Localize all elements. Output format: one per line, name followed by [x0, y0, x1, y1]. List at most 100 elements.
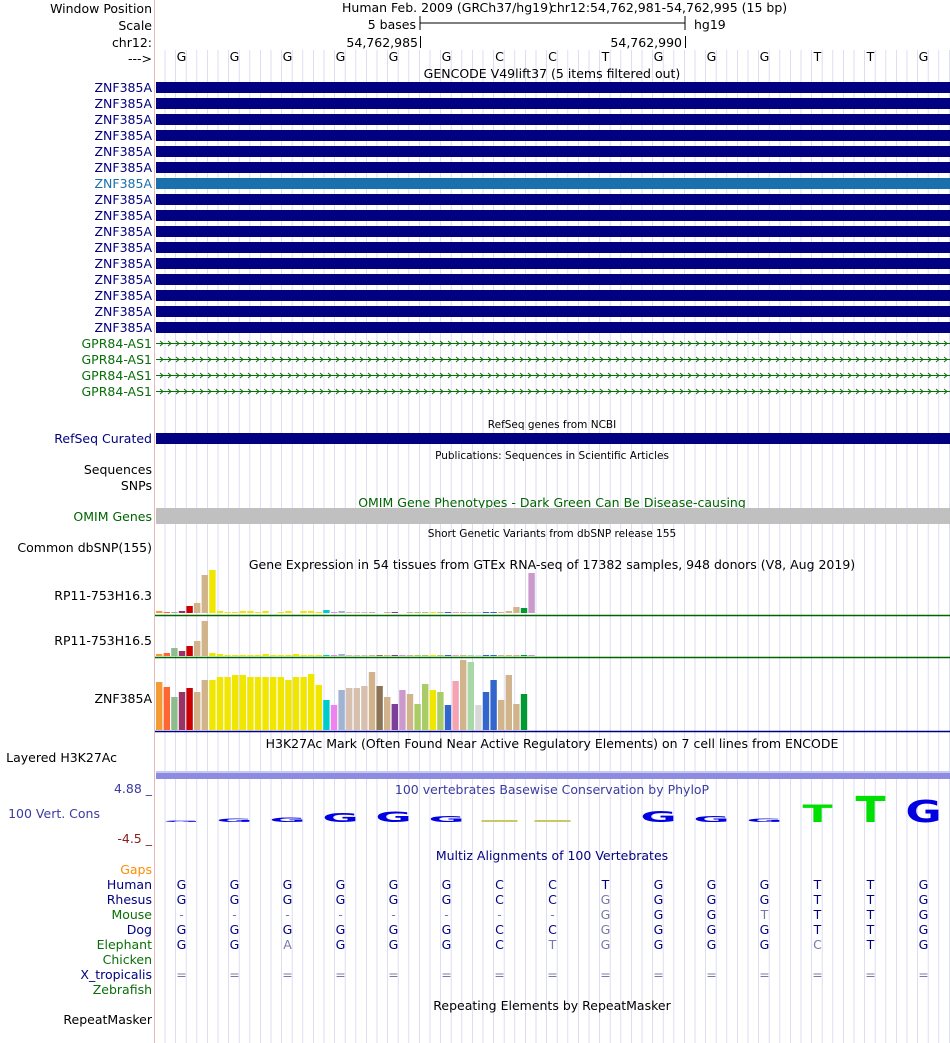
- gtex-bar[interactable]: [391, 612, 398, 613]
- gtex-bar[interactable]: [490, 655, 497, 656]
- gtex-bar[interactable]: [216, 677, 224, 730]
- gtex-bar[interactable]: [270, 655, 277, 656]
- gene-exon-bar[interactable]: [156, 114, 950, 125]
- gtex-bar[interactable]: [399, 655, 406, 656]
- species-label[interactable]: X_tropicalis: [80, 967, 152, 982]
- gtex-bar[interactable]: [323, 700, 330, 730]
- gtex-bar[interactable]: [460, 612, 467, 613]
- gtex-bar[interactable]: [277, 677, 284, 730]
- gene-label[interactable]: ZNF385A: [94, 304, 152, 319]
- gene-label[interactable]: ZNF385A: [94, 240, 152, 255]
- gtex-bar[interactable]: [232, 675, 239, 730]
- gtex-bar[interactable]: [239, 655, 246, 656]
- species-label[interactable]: Elephant: [97, 937, 153, 952]
- gtex-bar[interactable]: [201, 680, 208, 730]
- species-label[interactable]: Mouse: [111, 907, 152, 922]
- h3k27ac-label[interactable]: Layered H3K27Ac: [6, 750, 117, 765]
- gtex-bar[interactable]: [239, 611, 246, 613]
- omim-label[interactable]: OMIM Genes: [73, 509, 152, 524]
- gtex-bar[interactable]: [391, 655, 398, 656]
- gtex-bar[interactable]: [315, 655, 322, 656]
- gtex-bar[interactable]: [460, 655, 467, 656]
- gencode-track[interactable]: [156, 82, 950, 395]
- gtex-bar[interactable]: [323, 655, 330, 656]
- gtex-bar[interactable]: [216, 611, 224, 613]
- gene-label[interactable]: ZNF385A: [94, 144, 152, 159]
- gtex-bar[interactable]: [209, 680, 216, 730]
- gtex-bar[interactable]: [444, 655, 452, 656]
- species-label[interactable]: Chicken: [103, 952, 152, 967]
- gtex-bar[interactable]: [429, 690, 436, 730]
- phylop-label[interactable]: 100 Vert. Cons: [8, 806, 100, 821]
- gene-label[interactable]: ZNF385A: [94, 272, 152, 287]
- gtex-bar[interactable]: [467, 655, 474, 656]
- gtex-bar[interactable]: [178, 692, 186, 730]
- gtex-bar[interactable]: [376, 655, 383, 656]
- gtex-bar[interactable]: [444, 612, 452, 613]
- gtex-gene-label[interactable]: RP11-753H16.5: [54, 633, 152, 648]
- gtex-bar[interactable]: [300, 677, 307, 730]
- h3k27ac-signal[interactable]: [156, 771, 950, 779]
- gene-label[interactable]: ZNF385A: [94, 192, 152, 207]
- gtex-bar[interactable]: [467, 612, 474, 613]
- gtex-bar[interactable]: [368, 672, 376, 730]
- gtex-bar[interactable]: [406, 612, 414, 613]
- gtex-bar[interactable]: [171, 648, 178, 656]
- dbsnp-label[interactable]: Common dbSNP(155): [17, 540, 152, 555]
- gtex-bar[interactable]: [452, 681, 459, 730]
- gtex-bar[interactable]: [368, 655, 376, 656]
- gtex-bar[interactable]: [414, 612, 421, 613]
- gtex-bar[interactable]: [224, 612, 231, 613]
- gtex-bar[interactable]: [224, 677, 231, 730]
- gene-exon-bar[interactable]: [156, 226, 950, 237]
- gtex-bar[interactable]: [505, 675, 512, 730]
- gene-label[interactable]: ZNF385A: [94, 288, 152, 303]
- gtex-bar[interactable]: [460, 660, 467, 730]
- gtex-bar[interactable]: [285, 680, 292, 730]
- refseq-label[interactable]: RefSeq Curated: [54, 431, 152, 446]
- gtex-bar[interactable]: [475, 612, 482, 613]
- gtex-bar[interactable]: [262, 654, 269, 656]
- gtex-bar[interactable]: [330, 705, 338, 730]
- gtex-bar[interactable]: [171, 612, 178, 613]
- gtex-bar[interactable]: [513, 655, 520, 656]
- gtex-bar[interactable]: [353, 655, 360, 656]
- gtex-bar[interactable]: [216, 654, 224, 656]
- gtex-bar[interactable]: [201, 621, 208, 656]
- gene-exon-bar[interactable]: [156, 162, 950, 173]
- gtex-bar[interactable]: [239, 675, 246, 730]
- gene-exon-bar[interactable]: [156, 274, 950, 285]
- gtex-bar[interactable]: [201, 575, 208, 613]
- gtex-bar[interactable]: [171, 697, 178, 730]
- gtex-bar[interactable]: [338, 611, 345, 613]
- gtex-bar[interactable]: [247, 655, 254, 656]
- ruler-track[interactable]: Window Position Scale chr12: ---> Human …: [50, 0, 928, 66]
- gtex-bar[interactable]: [308, 655, 315, 656]
- gtex-bar[interactable]: [232, 612, 239, 613]
- gene-label[interactable]: ZNF385A: [94, 256, 152, 271]
- gtex-bar[interactable]: [376, 686, 383, 730]
- gene-label[interactable]: ZNF385A: [94, 128, 152, 143]
- gtex-bar[interactable]: [353, 688, 360, 730]
- gtex-bar[interactable]: [422, 684, 429, 730]
- publications-sequences-label[interactable]: Sequences: [84, 462, 152, 477]
- gene-label[interactable]: GPR84-AS1: [82, 352, 153, 367]
- gene-label[interactable]: ZNF385A: [94, 160, 152, 175]
- gene-exon-bar[interactable]: [156, 210, 950, 221]
- gtex-bar[interactable]: [194, 641, 201, 656]
- gtex-bar[interactable]: [232, 655, 239, 656]
- gtex-bar[interactable]: [444, 705, 452, 730]
- gtex-bar[interactable]: [254, 677, 262, 730]
- gene-label[interactable]: ZNF385A: [94, 320, 152, 335]
- gtex-bar[interactable]: [194, 603, 201, 613]
- gtex-bar[interactable]: [414, 704, 421, 730]
- species-label[interactable]: Human: [107, 877, 152, 892]
- gtex-bar[interactable]: [490, 680, 497, 730]
- gtex-bar[interactable]: [475, 655, 482, 656]
- gtex-bar[interactable]: [254, 655, 262, 656]
- gtex-bar[interactable]: [368, 612, 376, 613]
- gtex-bar[interactable]: [346, 612, 353, 613]
- gtex-bar[interactable]: [300, 655, 307, 656]
- gtex-bar[interactable]: [528, 655, 535, 656]
